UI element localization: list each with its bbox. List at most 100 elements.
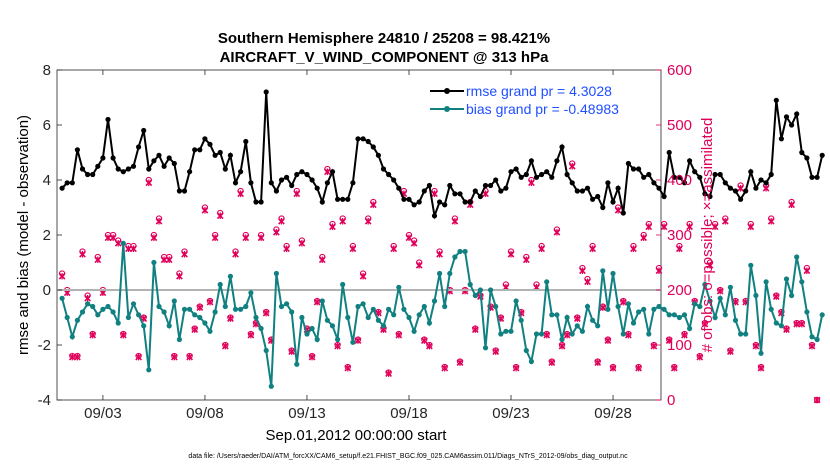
obs-assimilated-point <box>675 245 683 253</box>
bias-point <box>217 281 223 288</box>
bias-point <box>115 320 121 326</box>
rmse-point <box>125 166 131 172</box>
obs-assimilated-point <box>624 331 632 339</box>
rmse-point <box>442 202 448 208</box>
footnote: data file: /Users/raeder/DAI/ATM_forcXX/… <box>188 453 628 460</box>
rmse-point <box>345 196 351 202</box>
x-tick-label: 09/03 <box>84 405 122 422</box>
y-left-tick-label: 2 <box>43 227 51 244</box>
obs-assimilated-point <box>237 190 245 198</box>
bias-point <box>212 309 218 315</box>
rmse-point <box>809 174 815 180</box>
rmse-point <box>498 188 504 194</box>
obs-assimilated-point <box>650 342 658 350</box>
bias-point <box>819 312 825 318</box>
bias-point <box>74 317 80 323</box>
bias-point <box>477 287 483 293</box>
rmse-point <box>722 180 728 186</box>
bias-point <box>732 317 739 323</box>
obs-assimilated-point <box>283 245 290 253</box>
rmse-point <box>294 171 300 178</box>
rmse-point <box>176 188 182 194</box>
bias-point <box>738 331 744 337</box>
rmse-point <box>202 136 208 142</box>
bias-point <box>615 303 621 310</box>
y-right-tick-label: 0 <box>667 392 675 409</box>
bias-point <box>564 314 570 321</box>
bias-point <box>625 301 632 307</box>
bias-point <box>595 323 601 329</box>
bias-point <box>396 284 402 290</box>
obs-assimilated-point <box>79 250 86 258</box>
obs-assimilated-point <box>604 337 612 344</box>
bias-point <box>442 303 448 310</box>
bias-point <box>809 334 815 340</box>
rmse-point <box>79 166 86 172</box>
rmse-point <box>370 144 376 150</box>
obs-assimilated-point <box>170 353 178 361</box>
obs-assimilated-point <box>410 239 418 247</box>
rmse-point <box>161 163 167 169</box>
obs-assimilated-point <box>686 223 693 231</box>
obs-assimilated-point <box>543 331 551 339</box>
rmse-point <box>207 141 213 147</box>
rmse-point <box>743 188 749 194</box>
bias-point <box>559 336 565 343</box>
bias-point <box>727 284 734 290</box>
rmse-point <box>406 196 412 202</box>
obs-assimilated-point <box>349 245 357 253</box>
bias-point <box>753 292 759 299</box>
legend-bias-marker <box>444 106 450 112</box>
rmse-point <box>656 185 662 191</box>
obs-assimilated-point <box>538 245 545 253</box>
obs-assimilated-point <box>783 326 790 333</box>
rmse-point <box>488 182 494 189</box>
obs-assimilated-point <box>640 234 648 242</box>
obs-assimilated-point <box>563 331 571 339</box>
obs-assimilated-point <box>74 353 81 361</box>
obs-assimilated-point <box>471 326 479 333</box>
bias-point <box>620 331 626 337</box>
obs-assimilated-point <box>272 228 280 236</box>
rmse-point <box>651 180 657 186</box>
obs-assimilated-point <box>660 223 668 231</box>
rmse-point <box>503 185 509 191</box>
rmse-point <box>263 89 269 95</box>
bias-point <box>498 331 504 337</box>
x-tick-label: 09/28 <box>594 405 632 422</box>
bias-point <box>166 323 172 329</box>
bias-point <box>335 336 341 343</box>
bias-point <box>697 303 703 310</box>
rmse-point <box>217 149 223 156</box>
bias-point <box>171 298 177 304</box>
rmse-point <box>508 169 514 175</box>
obs-assimilated-point <box>385 370 392 377</box>
obs-assimilated-point <box>793 320 801 328</box>
bias-point <box>549 312 555 318</box>
bias-point <box>197 314 203 321</box>
x-tick-label: 09/23 <box>492 405 530 422</box>
bias-point <box>681 312 688 318</box>
obs-assimilated-point <box>415 261 423 269</box>
bias-point <box>253 314 259 321</box>
rmse-point <box>59 185 65 191</box>
rmse-point <box>574 188 580 194</box>
rmse-point <box>646 171 652 178</box>
obs-assimilated-point <box>803 267 811 275</box>
obs-assimilated-point <box>313 298 321 306</box>
bias-point <box>69 334 75 340</box>
bias-point <box>268 383 274 389</box>
obs-assimilated-point <box>262 309 270 317</box>
obs-assimilated-point <box>727 348 734 355</box>
rmse-point <box>539 171 545 178</box>
y-left-tick-label: -2 <box>38 337 51 354</box>
x-tick-label: 09/13 <box>288 405 326 422</box>
bias-point <box>579 328 586 334</box>
rmse-bias-series <box>59 89 825 389</box>
y-axis-right-label: # of obs: o=possible; ×=assimilated <box>699 118 716 353</box>
obs-assimilated-point <box>344 364 352 372</box>
bias-point <box>176 336 182 343</box>
rmse-point <box>457 191 463 197</box>
bias-point <box>513 298 519 304</box>
bias-point <box>676 314 683 321</box>
